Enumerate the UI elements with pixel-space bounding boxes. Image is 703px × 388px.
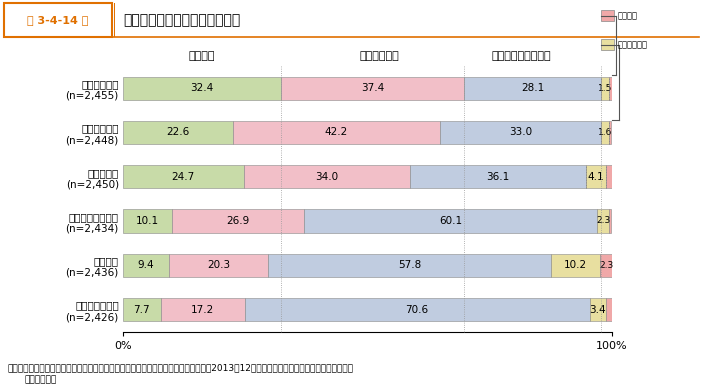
Bar bbox=[123, 165, 244, 188]
Text: どちらとも言えない: どちらとも言えない bbox=[491, 51, 551, 61]
Text: 7.7: 7.7 bbox=[134, 305, 150, 315]
Text: 資料：中小企業庁委肖「中小企業の海外展開の実態把握にかかるアンケート調査」（2013年12月、損保ジャパン日本興亜リスクマネジメ: 資料：中小企業庁委肖「中小企業の海外展開の実態把握にかかるアンケート調査」（20… bbox=[7, 364, 353, 372]
Bar bbox=[609, 210, 611, 232]
Bar bbox=[598, 210, 609, 232]
Text: やや悪い影響: やや悪い影響 bbox=[617, 40, 647, 49]
Bar bbox=[245, 298, 590, 321]
Text: 34.0: 34.0 bbox=[315, 172, 338, 182]
Text: 36.1: 36.1 bbox=[486, 172, 510, 182]
Text: ント（株））: ント（株）） bbox=[25, 375, 57, 384]
Text: 第 3-4-14 図: 第 3-4-14 図 bbox=[27, 16, 89, 25]
Text: 10.1: 10.1 bbox=[136, 216, 160, 226]
Bar bbox=[244, 165, 410, 188]
Text: 9.4: 9.4 bbox=[138, 260, 154, 270]
Text: 32.4: 32.4 bbox=[191, 83, 214, 93]
Text: 37.4: 37.4 bbox=[361, 83, 385, 93]
Bar bbox=[123, 210, 172, 232]
Bar bbox=[600, 254, 612, 277]
Bar bbox=[601, 121, 609, 144]
Bar bbox=[123, 298, 161, 321]
Text: 1.5: 1.5 bbox=[598, 83, 612, 93]
Bar bbox=[606, 298, 612, 321]
Bar bbox=[123, 121, 233, 144]
Bar bbox=[609, 76, 612, 100]
FancyBboxPatch shape bbox=[114, 3, 115, 38]
Text: 17.2: 17.2 bbox=[191, 305, 214, 315]
Text: 悪い影響: 悪い影響 bbox=[617, 11, 637, 20]
Text: 10.2: 10.2 bbox=[564, 260, 587, 270]
Bar bbox=[268, 254, 550, 277]
Bar bbox=[123, 76, 281, 100]
Text: 42.2: 42.2 bbox=[325, 127, 348, 137]
Bar bbox=[161, 298, 245, 321]
Bar bbox=[172, 210, 304, 232]
Bar bbox=[123, 254, 169, 277]
Bar bbox=[439, 121, 601, 144]
Text: 57.8: 57.8 bbox=[398, 260, 421, 270]
Text: 3.4: 3.4 bbox=[590, 305, 606, 315]
Bar bbox=[281, 76, 464, 100]
Text: 1.6: 1.6 bbox=[598, 128, 612, 137]
Text: やや良い影響: やや良い影響 bbox=[360, 51, 399, 61]
Bar bbox=[586, 165, 606, 188]
Text: 70.6: 70.6 bbox=[406, 305, 429, 315]
Text: 20.3: 20.3 bbox=[207, 260, 230, 270]
Bar bbox=[609, 121, 611, 144]
Bar bbox=[304, 210, 598, 232]
Bar bbox=[464, 76, 601, 100]
Bar bbox=[169, 254, 268, 277]
Text: 22.6: 22.6 bbox=[167, 127, 190, 137]
Bar bbox=[601, 76, 609, 100]
Text: 良い影響: 良い影響 bbox=[189, 51, 215, 61]
Text: 26.9: 26.9 bbox=[226, 216, 250, 226]
Text: 輸出の開始が企業に与えた影響: 輸出の開始が企業に与えた影響 bbox=[123, 13, 240, 28]
Text: 2.3: 2.3 bbox=[599, 261, 613, 270]
Text: 24.7: 24.7 bbox=[172, 172, 195, 182]
Text: 33.0: 33.0 bbox=[509, 127, 531, 137]
Text: 28.1: 28.1 bbox=[521, 83, 544, 93]
Text: 2.3: 2.3 bbox=[596, 217, 610, 225]
Bar bbox=[606, 165, 612, 188]
Bar bbox=[590, 298, 606, 321]
Bar bbox=[233, 121, 439, 144]
Bar bbox=[410, 165, 586, 188]
Text: 60.1: 60.1 bbox=[439, 216, 462, 226]
Bar bbox=[550, 254, 600, 277]
FancyBboxPatch shape bbox=[4, 3, 112, 38]
Text: 4.1: 4.1 bbox=[588, 172, 605, 182]
